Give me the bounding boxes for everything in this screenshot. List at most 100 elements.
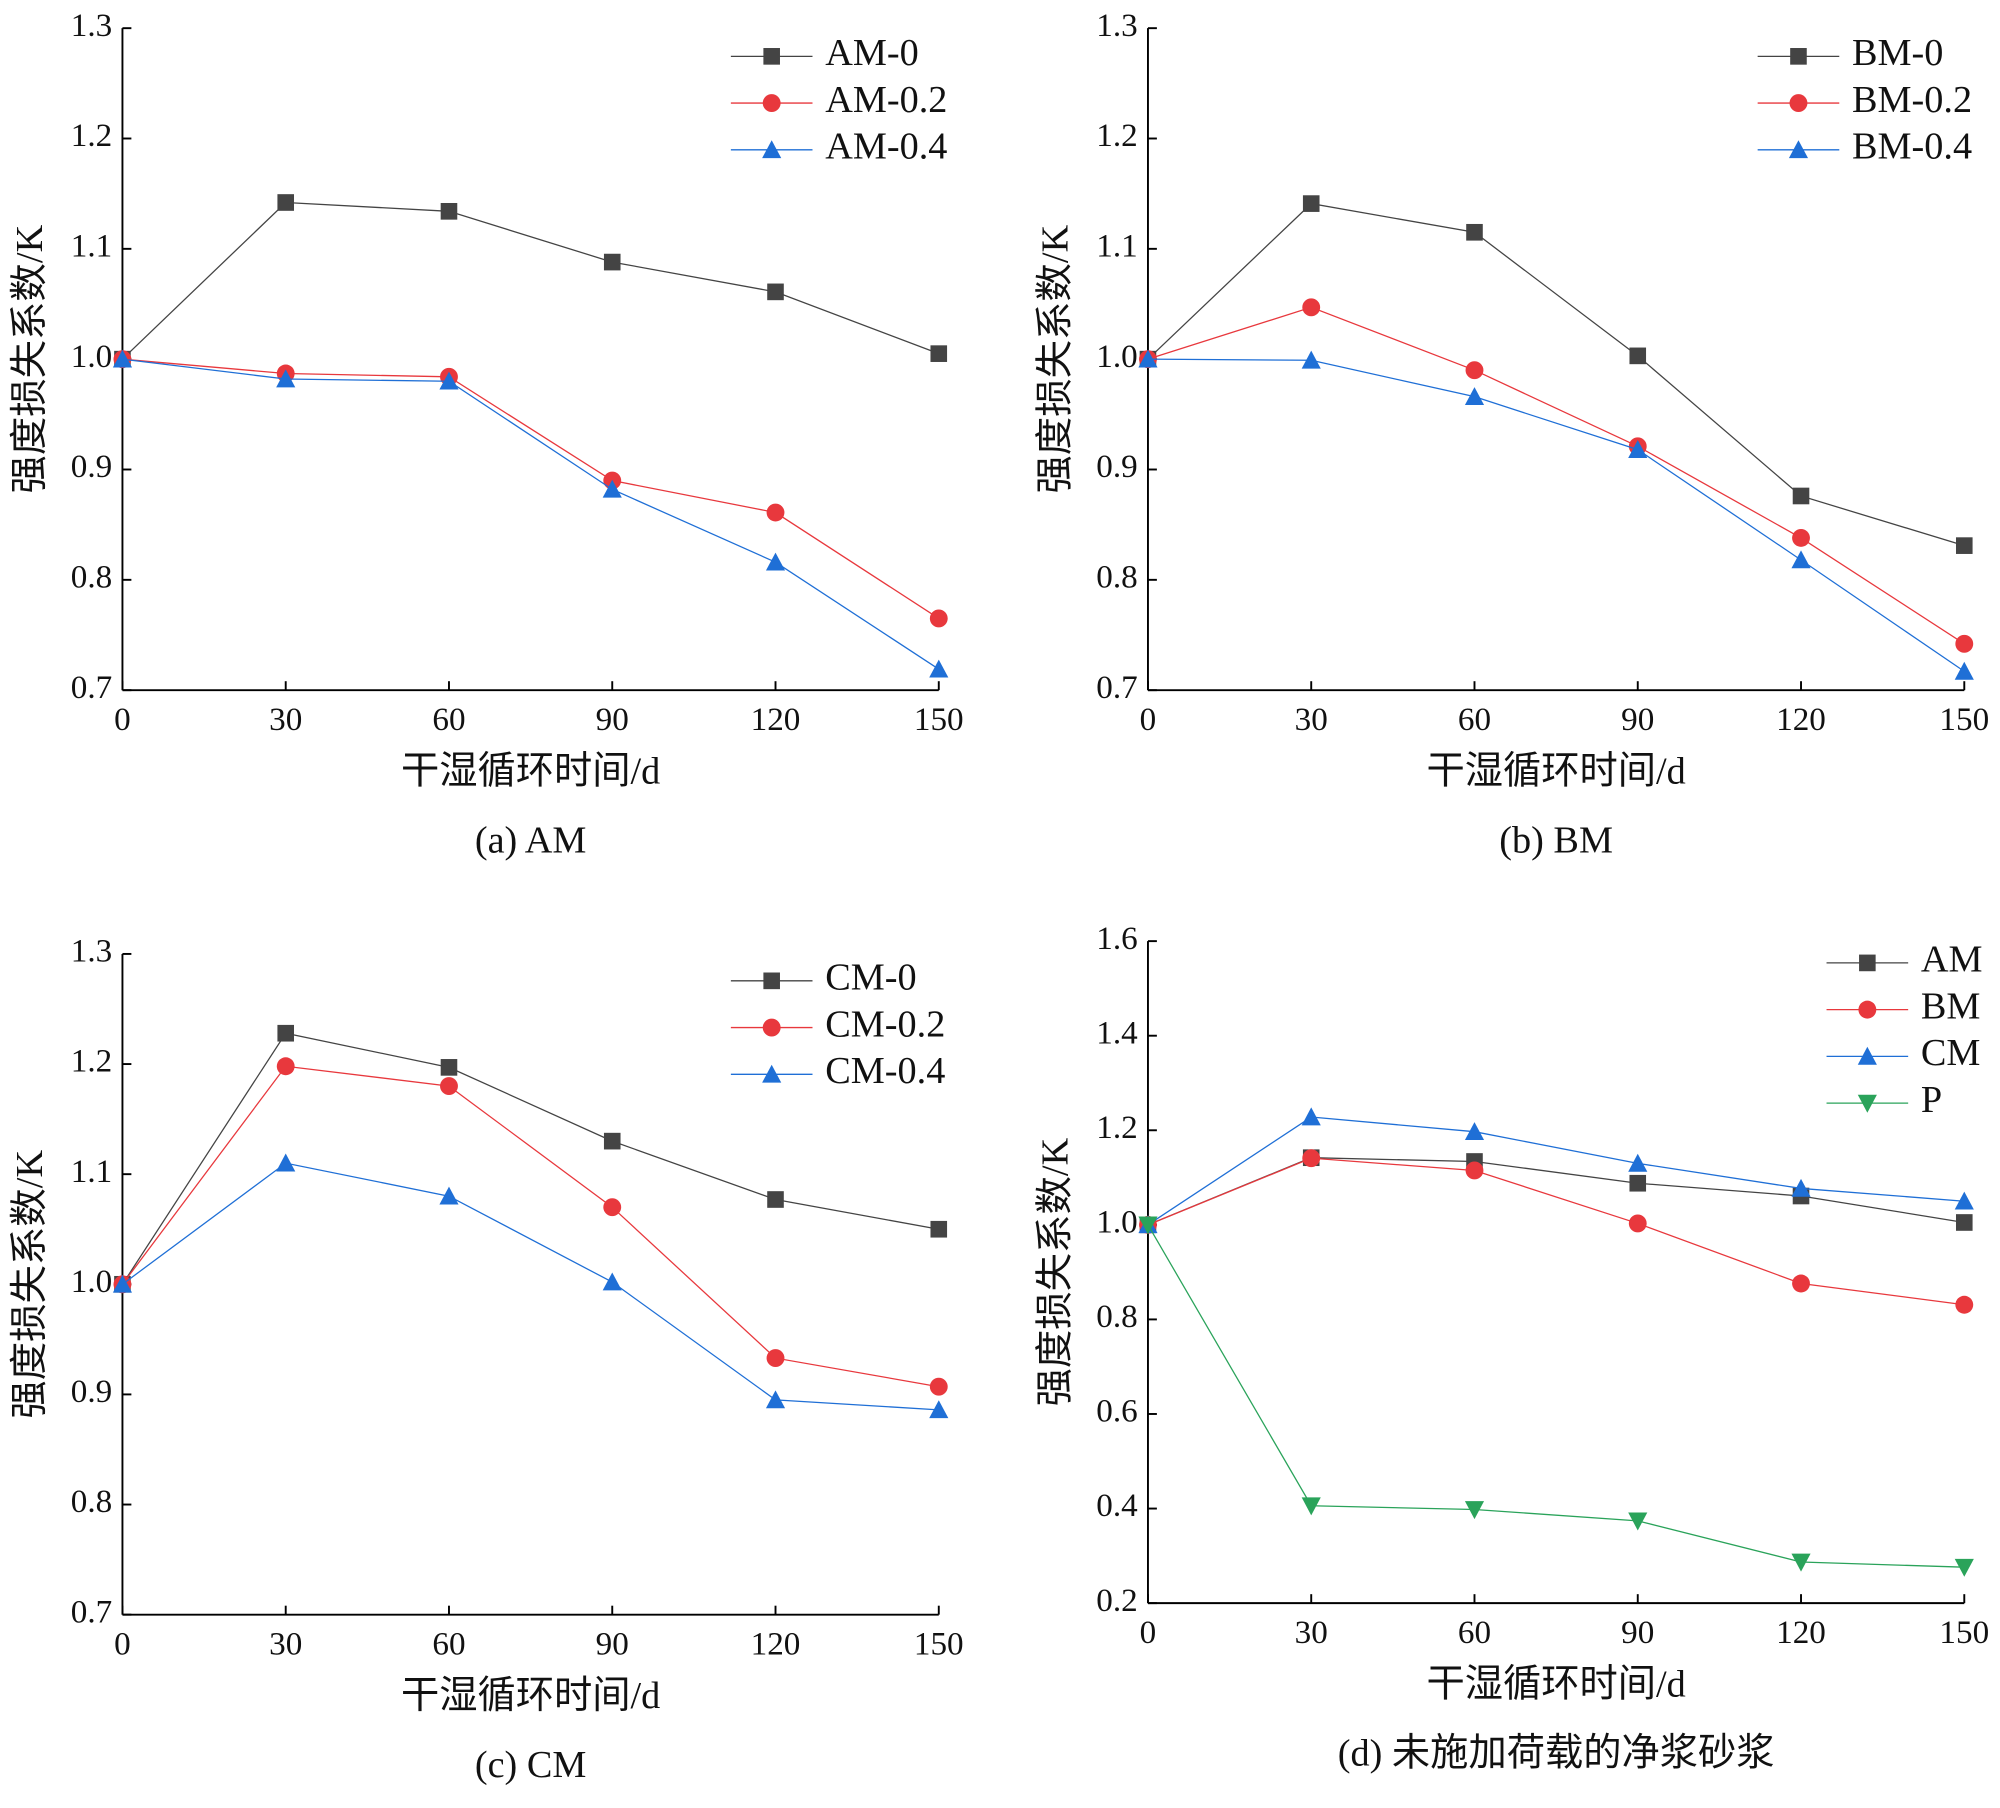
data-point [929, 609, 948, 628]
series-line [122, 358, 940, 619]
y-tick-label: 0.4 [1096, 1487, 1138, 1524]
y-tick-label: 0.7 [71, 1593, 112, 1630]
legend-marker [1788, 140, 1809, 159]
y-tick-label: 1.0 [71, 338, 112, 375]
legend-marker [762, 1018, 781, 1037]
data-point [439, 371, 459, 390]
x-tick-label: 90 [596, 1625, 629, 1662]
y-tick-label: 1.0 [1096, 1203, 1137, 1240]
data-point [1792, 1274, 1810, 1293]
y-tick-label: 1.2 [71, 1043, 112, 1080]
legend-marker [762, 140, 782, 159]
legend-marker [762, 94, 781, 113]
caption: (a) AM [475, 820, 587, 862]
x-tick-label: 60 [1458, 1614, 1491, 1651]
y-tick-label: 0.7 [71, 669, 112, 706]
data-point [1302, 195, 1320, 212]
data-point [930, 1220, 948, 1238]
legend-label: AM [1921, 939, 1983, 981]
legend-marker [1857, 1094, 1877, 1113]
y-tick-label: 0.6 [1096, 1393, 1137, 1430]
legend-marker [1858, 1000, 1877, 1019]
x-tick-label: 60 [432, 1625, 465, 1662]
y-tick-label: 1.0 [1096, 338, 1137, 375]
y-tick-label: 1.1 [71, 227, 112, 264]
x-tick-label: 150 [914, 701, 964, 738]
y-tick-label: 1.3 [71, 7, 112, 44]
legend-marker [762, 1064, 782, 1083]
y-tick-label: 1.3 [71, 933, 112, 970]
series-line [121, 1065, 939, 1388]
data-point [1465, 1161, 1484, 1180]
data-point [767, 283, 784, 301]
y-tick-label: 1.2 [1096, 1109, 1137, 1146]
y-tick-label: 1.1 [1096, 227, 1137, 264]
data-point [1629, 347, 1647, 365]
legend-label: CM [1921, 1032, 1981, 1074]
data-point [766, 503, 785, 522]
data-point [1954, 1191, 1974, 1210]
data-point [1302, 1149, 1321, 1168]
data-point [440, 202, 458, 220]
series-line [1147, 1224, 1965, 1568]
series-line [122, 201, 940, 360]
x-tick-label: 60 [432, 701, 465, 738]
series-line [1147, 358, 1965, 672]
data-point [1629, 1174, 1647, 1192]
data-point [112, 349, 133, 368]
data-point [277, 194, 295, 211]
y-axis-label: 强度损失系数/K [1034, 224, 1077, 493]
y-tick-label: 1.3 [1096, 7, 1137, 44]
y-axis-label: 强度损失系数/K [8, 224, 51, 493]
x-tick-label: 120 [1776, 701, 1826, 738]
y-axis-label: 强度损失系数/K [8, 1150, 51, 1419]
y-tick-label: 1.0 [71, 1263, 112, 1300]
data-point [930, 345, 948, 362]
data-point [766, 1349, 785, 1368]
data-point [1955, 1295, 1974, 1314]
y-axis-label: 强度损失系数/K [1034, 1137, 1077, 1406]
y-tick-label: 0.9 [71, 448, 112, 485]
data-point [1628, 440, 1648, 458]
legend-label: BM [1921, 985, 1981, 1027]
series-line [122, 1162, 939, 1411]
x-tick-label: 150 [1939, 701, 1989, 738]
x-tick-label: 0 [114, 1625, 131, 1662]
x-tick-label: 120 [751, 1625, 801, 1662]
series-line [1147, 1157, 1965, 1306]
x-axis-label: 干湿循环时间/d [1426, 1663, 1685, 1705]
data-point [1791, 1178, 1811, 1197]
y-tick-label: 0.8 [71, 558, 112, 595]
y-tick-label: 1.6 [1096, 920, 1137, 957]
data-point [1138, 349, 1158, 368]
caption: (b) BM [1499, 820, 1613, 862]
legend-label: CM-0 [825, 957, 916, 999]
data-point [276, 369, 296, 388]
data-point [1464, 1122, 1485, 1141]
x-axis-label: 干湿循环时间/d [401, 750, 660, 792]
data-point [1955, 1214, 1973, 1231]
legend-label: BM-0 [1852, 32, 1943, 74]
data-point [1955, 537, 1973, 554]
x-tick-label: 0 [1140, 1614, 1157, 1651]
y-tick-label: 0.8 [1096, 1298, 1137, 1335]
data-point [1954, 1558, 1974, 1577]
data-point [929, 1400, 949, 1419]
legend-marker [763, 972, 780, 990]
y-tick-label: 0.9 [1096, 448, 1137, 485]
y-tick-label: 0.8 [1096, 558, 1137, 595]
x-axis-label: 干湿循环时间/d [1426, 750, 1685, 792]
x-tick-label: 30 [1295, 701, 1328, 738]
legend-label: BM-0.4 [1852, 126, 1972, 168]
data-point [1955, 634, 1974, 653]
legend-marker [1789, 94, 1808, 113]
y-tick-label: 1.2 [71, 117, 112, 154]
legend-marker [763, 48, 780, 65]
x-tick-label: 120 [751, 701, 801, 738]
y-tick-label: 0.8 [71, 1483, 112, 1520]
data-point [602, 1272, 622, 1291]
data-point [603, 253, 621, 271]
data-point [1628, 1153, 1648, 1172]
x-tick-label: 120 [1776, 1614, 1826, 1651]
data-point [1466, 223, 1483, 241]
